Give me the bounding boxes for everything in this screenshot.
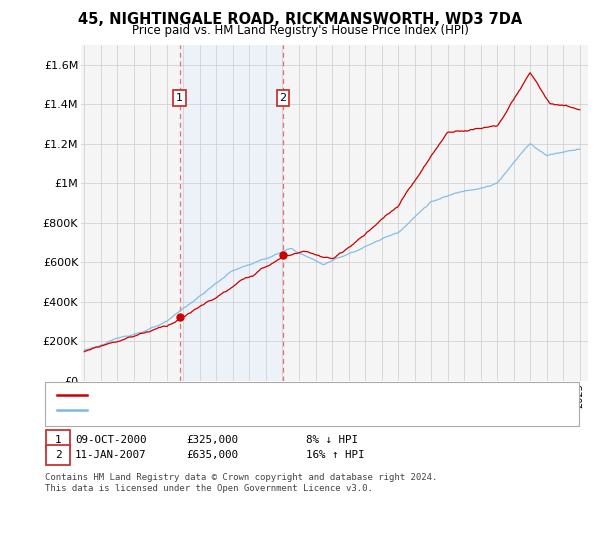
Text: 8% ↓ HPI: 8% ↓ HPI	[306, 435, 358, 445]
Text: 1: 1	[176, 93, 183, 103]
Text: 16% ↑ HPI: 16% ↑ HPI	[306, 450, 365, 460]
Text: 2: 2	[280, 93, 287, 103]
Text: 11-JAN-2007: 11-JAN-2007	[75, 450, 146, 460]
Text: £635,000: £635,000	[186, 450, 238, 460]
Text: Contains HM Land Registry data © Crown copyright and database right 2024.
This d: Contains HM Land Registry data © Crown c…	[45, 473, 437, 493]
Text: Price paid vs. HM Land Registry's House Price Index (HPI): Price paid vs. HM Land Registry's House …	[131, 24, 469, 36]
Text: 09-OCT-2000: 09-OCT-2000	[75, 435, 146, 445]
Text: 45, NIGHTINGALE ROAD, RICKMANSWORTH, WD3 7DA: 45, NIGHTINGALE ROAD, RICKMANSWORTH, WD3…	[78, 12, 522, 27]
Text: HPI: Average price, detached house, Three Rivers: HPI: Average price, detached house, Thre…	[91, 405, 379, 415]
Text: £325,000: £325,000	[186, 435, 238, 445]
Text: 1: 1	[55, 435, 62, 445]
Text: 45, NIGHTINGALE ROAD, RICKMANSWORTH, WD3 7DA (detached house): 45, NIGHTINGALE ROAD, RICKMANSWORTH, WD3…	[91, 390, 457, 400]
Text: 2: 2	[55, 450, 62, 460]
Bar	[180, 45, 283, 381]
